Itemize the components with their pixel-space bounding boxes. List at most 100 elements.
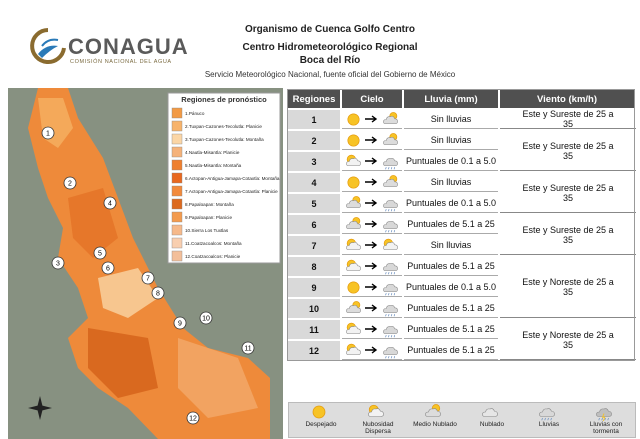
legend-swatch bbox=[171, 237, 183, 249]
legend-item: 11.Coatzacoalcos: Montaña bbox=[185, 241, 242, 246]
sky-cell bbox=[342, 299, 402, 318]
sky-icon bbox=[347, 280, 360, 294]
region-cell: 9 bbox=[288, 278, 340, 297]
legend-item: 4.Nautla-Misantla: Planicie bbox=[185, 150, 240, 155]
rain-drop bbox=[547, 417, 549, 421]
cloud bbox=[425, 408, 441, 417]
rain-cell: Puntuales de 5.1 a 25 bbox=[404, 320, 498, 339]
region-marker-label: 4 bbox=[108, 201, 112, 208]
legend-item: 2.Tuxpan-Cazones-Tecolutla: Planicie bbox=[185, 124, 262, 129]
wind-cell: Este y Sureste de 25 a 35 bbox=[500, 173, 636, 213]
legend-item: 3.Tuxpan-Cazones-Tecolutla: Montaña bbox=[185, 137, 264, 142]
region-marker bbox=[51, 256, 65, 270]
sky-icon bbox=[383, 238, 398, 250]
region-marker bbox=[141, 271, 155, 285]
rain-drop bbox=[544, 417, 546, 421]
legend-item: 6.Actopan-Antigua-Jamapa-Cotaxtla: Monta… bbox=[185, 176, 280, 181]
rain-drop bbox=[393, 355, 396, 358]
sun bbox=[347, 175, 360, 189]
rain-drop bbox=[393, 208, 396, 211]
arrow bbox=[365, 325, 378, 333]
sun bbox=[347, 280, 360, 294]
rain-drop bbox=[607, 417, 609, 421]
sky-legend-icon bbox=[424, 403, 446, 421]
region-marker bbox=[199, 311, 213, 325]
region-marker-label: 7 bbox=[146, 276, 150, 283]
sky-cell bbox=[342, 215, 402, 234]
column-header: Cielo bbox=[342, 90, 402, 108]
sky-legend-icon bbox=[538, 403, 560, 421]
rain-drop bbox=[388, 229, 390, 232]
region-cell: 4 bbox=[288, 173, 340, 192]
rain-cell: Sin lluvias bbox=[404, 173, 498, 192]
map-legend-title: Regiones de pronóstico bbox=[181, 95, 267, 104]
sky-legend-icon bbox=[595, 403, 617, 422]
wind-cell: Este y Noreste de 25 a 35 bbox=[500, 257, 636, 318]
region-marker-label: 12 bbox=[189, 416, 197, 423]
region-marker-label: 1 bbox=[46, 131, 50, 138]
legend-item: 7.Actopan-Antigua-Jamapa-Cotaxtla: Plani… bbox=[185, 189, 278, 194]
region-marker-label: 10 bbox=[202, 316, 210, 323]
rain-drop bbox=[550, 417, 552, 421]
sky-icon bbox=[383, 111, 398, 124]
source: Servicio Meteorológico Nacional, fuente … bbox=[204, 70, 456, 79]
rain-drop bbox=[390, 292, 393, 295]
cloud bbox=[539, 408, 555, 417]
region-cell: 7 bbox=[288, 236, 340, 255]
arrow bbox=[365, 304, 378, 312]
center-title: Centro Hidrometeorológico Regional bbox=[242, 42, 418, 53]
rain-drop bbox=[385, 355, 387, 358]
sky-icon bbox=[383, 346, 398, 358]
sky-legend bbox=[288, 402, 636, 438]
sky-icon bbox=[383, 157, 398, 169]
column-header: Regiones bbox=[288, 90, 340, 108]
sky-cell bbox=[342, 173, 402, 192]
region-marker bbox=[173, 316, 187, 330]
cloud bbox=[383, 157, 398, 166]
rain-drop bbox=[385, 166, 387, 169]
sky-legend-label: Despejado bbox=[305, 421, 337, 428]
legend-swatch bbox=[171, 107, 183, 119]
sky-icon bbox=[346, 238, 361, 250]
cloud bbox=[346, 262, 361, 271]
rain-cell: Puntuales de 5.1 a 25 bbox=[404, 299, 498, 318]
arrow bbox=[365, 178, 378, 186]
legend-swatch bbox=[171, 159, 183, 171]
rain-drop bbox=[604, 417, 606, 421]
arrow bbox=[365, 136, 378, 144]
region-cell: 12 bbox=[288, 341, 340, 360]
sky-legend-icon bbox=[310, 403, 332, 421]
region-cell: 3 bbox=[288, 152, 340, 171]
rain-drop bbox=[385, 313, 387, 316]
rain-drop bbox=[393, 292, 396, 295]
sky-cell bbox=[342, 278, 402, 297]
sky-icon bbox=[425, 404, 441, 417]
bolt bbox=[601, 413, 606, 422]
region-marker-label: 3 bbox=[56, 261, 60, 268]
rain-drop bbox=[393, 229, 396, 232]
legend-item: 12.Coatzacoalcos: Planicie bbox=[185, 254, 241, 259]
sky-icon bbox=[383, 132, 398, 145]
cloud bbox=[596, 408, 612, 417]
arrow bbox=[365, 283, 378, 291]
region-cell: 5 bbox=[288, 194, 340, 213]
rain-drop bbox=[390, 334, 393, 337]
arrow bbox=[365, 220, 378, 228]
region-marker bbox=[41, 126, 55, 140]
sky-cell bbox=[342, 341, 402, 360]
sky-cell bbox=[342, 110, 402, 129]
sky-legend-label: Lluvias bbox=[538, 421, 560, 428]
legend-swatch bbox=[171, 120, 183, 132]
rain-drop bbox=[390, 208, 393, 211]
legend-swatch bbox=[171, 250, 183, 262]
wind-cell: Este y Sureste de 25 a 35 bbox=[500, 131, 636, 171]
sky-legend-label: Nublado bbox=[479, 421, 505, 428]
cloud bbox=[383, 241, 398, 250]
region-cell: 6 bbox=[288, 215, 340, 234]
logo-subtitle: COMISIÓN NACIONAL DEL AGUA bbox=[70, 59, 172, 65]
cloud bbox=[346, 325, 361, 334]
sky-cell bbox=[342, 194, 402, 213]
cloud bbox=[383, 136, 398, 145]
region-marker bbox=[186, 411, 200, 425]
